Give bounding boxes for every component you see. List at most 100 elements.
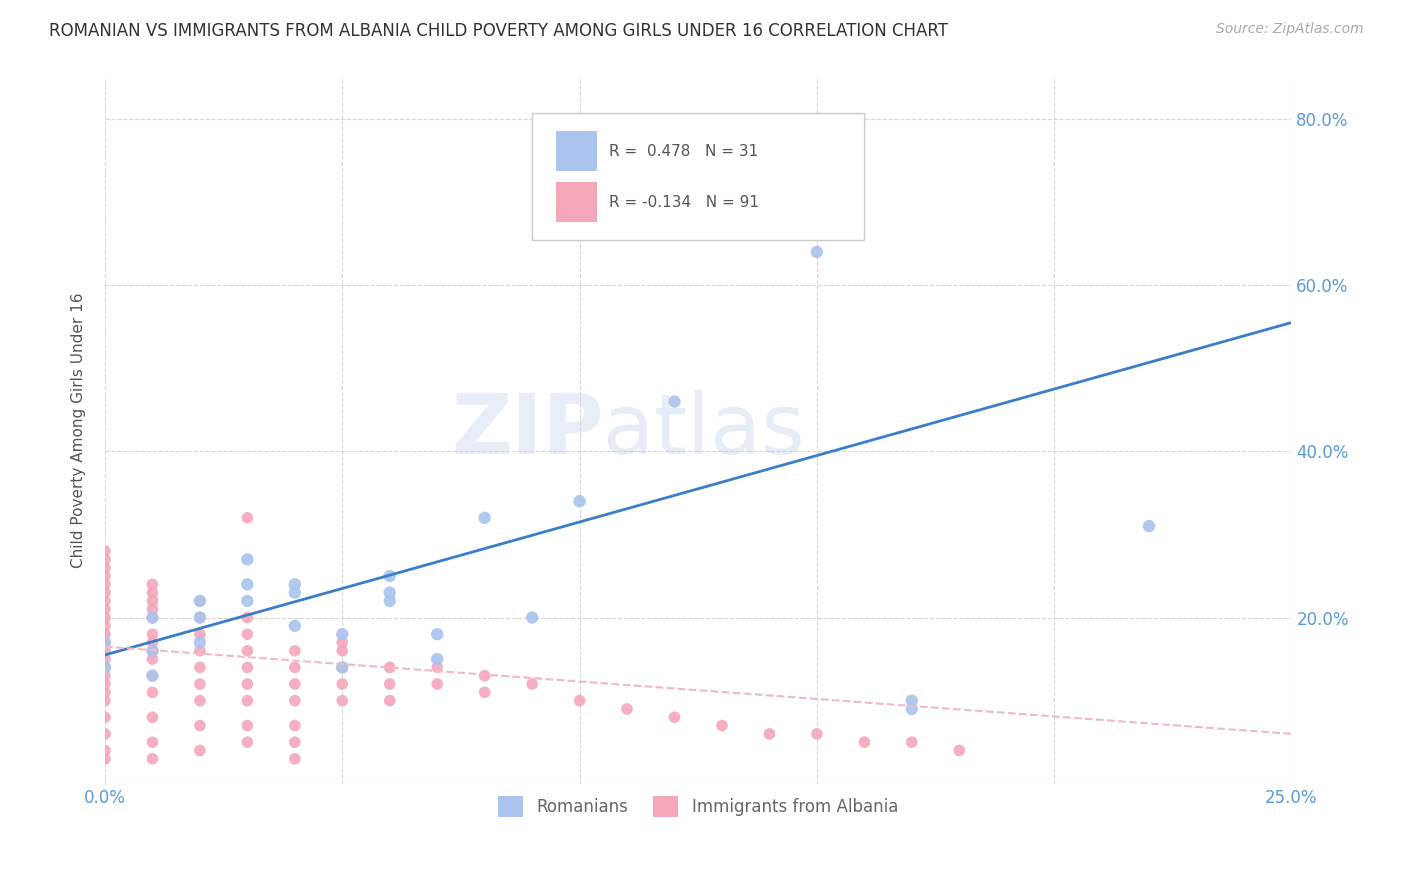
Point xyxy=(474,685,496,699)
Point xyxy=(284,677,307,691)
Point xyxy=(188,660,211,674)
Point xyxy=(426,660,449,674)
Text: R =  0.478   N = 31: R = 0.478 N = 31 xyxy=(609,144,758,159)
Text: R = -0.134   N = 91: R = -0.134 N = 91 xyxy=(609,194,759,210)
Point xyxy=(568,494,591,508)
Point xyxy=(900,735,922,749)
Point xyxy=(94,644,117,658)
Point xyxy=(94,627,117,641)
Point xyxy=(330,635,353,649)
Point xyxy=(141,610,163,624)
Point xyxy=(94,560,117,574)
Point xyxy=(141,627,163,641)
Point xyxy=(710,211,733,226)
Point xyxy=(236,552,259,566)
Point xyxy=(616,702,638,716)
Point xyxy=(284,735,307,749)
Point xyxy=(94,743,117,757)
Point xyxy=(568,693,591,707)
Point xyxy=(141,669,163,683)
Point xyxy=(900,693,922,707)
Point xyxy=(188,627,211,641)
Point xyxy=(94,635,117,649)
Point xyxy=(188,610,211,624)
Point xyxy=(141,669,163,683)
Point xyxy=(141,652,163,666)
Point xyxy=(141,710,163,724)
Point xyxy=(710,718,733,732)
Y-axis label: Child Poverty Among Girls Under 16: Child Poverty Among Girls Under 16 xyxy=(72,293,86,568)
Point xyxy=(94,693,117,707)
Point xyxy=(236,577,259,591)
Point xyxy=(710,178,733,193)
Point xyxy=(900,702,922,716)
Point xyxy=(426,627,449,641)
Point xyxy=(236,718,259,732)
Point xyxy=(330,677,353,691)
Point xyxy=(520,610,543,624)
Point xyxy=(284,644,307,658)
Point xyxy=(94,585,117,599)
Point xyxy=(284,693,307,707)
Point xyxy=(758,727,780,741)
Point xyxy=(188,743,211,757)
Point xyxy=(664,710,686,724)
Point xyxy=(236,693,259,707)
Point xyxy=(378,569,401,583)
Point xyxy=(474,669,496,683)
Point xyxy=(853,735,876,749)
Point xyxy=(94,752,117,766)
Point xyxy=(188,594,211,608)
Point xyxy=(378,585,401,599)
Point xyxy=(94,652,117,666)
Point xyxy=(284,660,307,674)
Point xyxy=(141,735,163,749)
Point xyxy=(94,577,117,591)
Point xyxy=(520,677,543,691)
Point xyxy=(141,752,163,766)
Point xyxy=(141,644,163,658)
Point xyxy=(188,594,211,608)
Point xyxy=(94,635,117,649)
Point xyxy=(1137,519,1160,533)
FancyBboxPatch shape xyxy=(555,182,598,221)
Point xyxy=(378,693,401,707)
Point xyxy=(378,677,401,691)
Point xyxy=(284,585,307,599)
Point xyxy=(284,619,307,633)
Point xyxy=(330,627,353,641)
Point xyxy=(141,602,163,616)
Text: Source: ZipAtlas.com: Source: ZipAtlas.com xyxy=(1216,22,1364,37)
Point xyxy=(236,677,259,691)
Point xyxy=(94,660,117,674)
Point xyxy=(94,660,117,674)
Point xyxy=(141,594,163,608)
Point xyxy=(141,685,163,699)
Point xyxy=(236,735,259,749)
Point xyxy=(426,677,449,691)
Point xyxy=(330,644,353,658)
FancyBboxPatch shape xyxy=(555,131,598,170)
Point xyxy=(94,710,117,724)
Point xyxy=(141,644,163,658)
Point xyxy=(236,594,259,608)
Text: atlas: atlas xyxy=(603,390,806,471)
Point xyxy=(94,669,117,683)
Point xyxy=(94,685,117,699)
Point xyxy=(94,544,117,558)
Point xyxy=(330,660,353,674)
Point xyxy=(94,610,117,624)
Point xyxy=(236,511,259,525)
FancyBboxPatch shape xyxy=(531,112,865,240)
Point xyxy=(188,635,211,649)
Point xyxy=(94,677,117,691)
Point xyxy=(188,693,211,707)
Text: ZIP: ZIP xyxy=(451,390,603,471)
Point xyxy=(284,752,307,766)
Point xyxy=(664,394,686,409)
Point xyxy=(94,552,117,566)
Point xyxy=(284,577,307,591)
Point xyxy=(141,635,163,649)
Point xyxy=(188,644,211,658)
Point xyxy=(330,660,353,674)
